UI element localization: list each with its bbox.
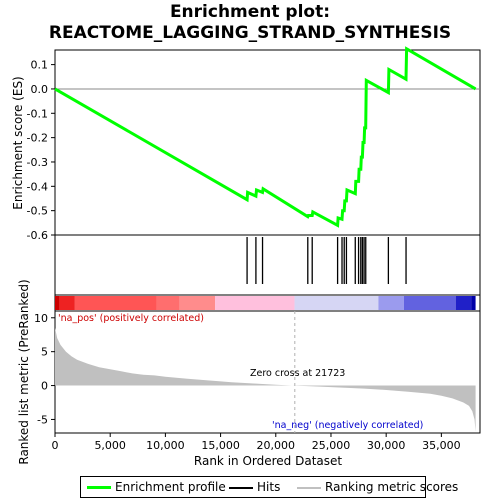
hits-layer xyxy=(246,237,407,284)
metric-xtick-label: 5,000 xyxy=(94,439,126,452)
metric-ytick-label: 0 xyxy=(41,380,48,393)
metric-xtick-label: 0 xyxy=(52,439,59,452)
metric-xtick-label: 20,000 xyxy=(257,439,296,452)
metric-ytick-label: -5 xyxy=(37,413,48,426)
legend-label-enrichment: Enrichment profile xyxy=(115,480,226,494)
colorbar-segment xyxy=(59,296,75,310)
metric-ytick-label: 5 xyxy=(41,346,48,359)
colorbar-segment xyxy=(55,296,60,310)
es-y-axis-label: Enrichment score (ES) xyxy=(11,76,25,209)
metric-xtick-label: 30,000 xyxy=(367,439,406,452)
colorbar-segment xyxy=(156,296,180,310)
colorbar-segment xyxy=(179,296,216,310)
metric-x-axis: 0 5,000 10,000 15,000 20,000 25,000 30,000 35,0… xyxy=(52,433,461,452)
colorbar-segment xyxy=(74,296,157,310)
chart-title: Enrichment plot: REACTOME_LAGGING_STRAND… xyxy=(0,2,500,44)
es-panel-frame xyxy=(54,49,481,236)
es-ytick-label: 0.0 xyxy=(31,83,49,96)
metric-xtick-label: 15,000 xyxy=(201,439,240,452)
legend: Enrichment profile Hits Ranking metric s… xyxy=(80,476,458,498)
metric-y-axis: 10 5 0 -5 xyxy=(34,312,55,426)
es-ytick-label: -0.1 xyxy=(27,107,48,120)
metric-xtick-label: 35,000 xyxy=(422,439,461,452)
es-curve xyxy=(54,46,477,228)
metric-panel-frame xyxy=(54,310,481,434)
metric-xtick-label: 25,000 xyxy=(312,439,351,452)
es-y-axis: 0.1 0.0 -0.1 -0.2 -0.3 -0.4 -0.5 -0.6 xyxy=(27,59,55,242)
colorbar-segment xyxy=(215,296,295,310)
pos-correlated-label: 'na_pos' (positively correlated) xyxy=(58,313,204,324)
legend-label-ranking: Ranking metric scores xyxy=(325,480,459,494)
zero-cross-label: Zero cross at 21723 xyxy=(250,368,345,379)
colorbar-segment xyxy=(294,296,379,310)
es-ytick-label: -0.3 xyxy=(27,156,48,169)
metric-ytick-label: 10 xyxy=(34,312,48,325)
colorbar-segment xyxy=(455,296,472,310)
legend-swatch-ranking xyxy=(297,486,321,489)
legend-label-hits: Hits xyxy=(257,480,281,494)
metric-y-axis-label: Ranked list metric (PreRanked) xyxy=(17,279,31,464)
es-ytick-label: -0.4 xyxy=(27,180,48,193)
legend-item-enrichment: Enrichment profile xyxy=(87,479,226,495)
metric-xtick-label: 10,000 xyxy=(146,439,185,452)
metric-x-axis-label: Rank in Ordered Dataset xyxy=(194,454,342,468)
title-line-2: REACTOME_LAGGING_STRAND_SYNTHESIS xyxy=(48,23,452,43)
legend-item-ranking: Ranking metric scores xyxy=(297,479,458,495)
colorbar-segment xyxy=(471,296,476,310)
title-line-1: Enrichment plot: xyxy=(169,2,331,22)
legend-swatch-enrichment xyxy=(87,486,111,489)
es-ytick-label: -0.2 xyxy=(27,132,48,145)
es-ytick-label: -0.5 xyxy=(27,205,48,218)
metric-area xyxy=(55,327,476,432)
es-ytick-label: -0.6 xyxy=(27,229,48,242)
neg-correlated-label: 'na_neg' (negatively correlated) xyxy=(272,420,423,431)
es-ytick-label: 0.1 xyxy=(31,59,49,72)
colorbar-segment xyxy=(378,296,404,310)
colorbar-segment xyxy=(403,296,456,310)
rank-color-bar xyxy=(55,296,476,310)
hits-panel-frame xyxy=(54,234,481,296)
legend-swatch-hits xyxy=(229,486,253,489)
legend-item-hits: Hits xyxy=(229,479,280,495)
